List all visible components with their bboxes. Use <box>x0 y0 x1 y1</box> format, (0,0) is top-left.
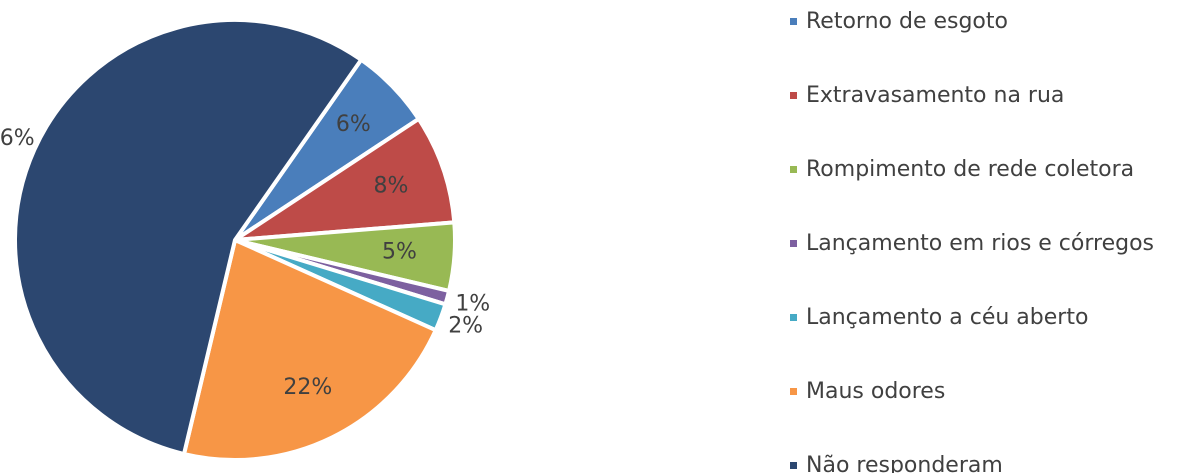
legend-label: Rompimento de rede coletora <box>806 157 1134 182</box>
pie-slice <box>13 18 364 457</box>
data-label: 56% <box>0 126 35 151</box>
legend-marker <box>790 18 797 25</box>
pie-slice <box>182 238 438 462</box>
legend-marker <box>790 92 797 99</box>
legend-marker <box>790 388 797 395</box>
legend-marker <box>790 314 797 321</box>
legend-marker <box>790 462 797 469</box>
data-label: 1% <box>455 292 490 317</box>
legend-label: Extravasamento na rua <box>806 83 1064 108</box>
legend-label: Lançamento a céu aberto <box>806 305 1088 330</box>
data-label: 2% <box>448 314 483 339</box>
legend-label: Não responderam <box>806 453 1003 473</box>
legend-marker <box>790 240 797 247</box>
legend-label: Maus odores <box>806 379 945 404</box>
legend-label: Lançamento em rios e córregos <box>806 231 1154 256</box>
data-label: 6% <box>336 112 371 137</box>
data-label: 22% <box>283 375 332 400</box>
data-label: 5% <box>382 240 417 265</box>
legend-label: Retorno de esgoto <box>806 9 1008 34</box>
pie-slice <box>233 116 457 242</box>
legend-marker <box>790 166 797 173</box>
data-label: 8% <box>374 173 409 198</box>
